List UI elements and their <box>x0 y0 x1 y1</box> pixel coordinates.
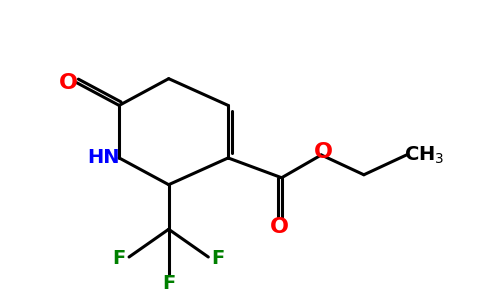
Text: F: F <box>162 274 175 293</box>
Text: O: O <box>59 73 78 93</box>
Text: HN: HN <box>87 148 120 167</box>
Text: F: F <box>112 250 126 268</box>
Text: O: O <box>270 217 289 237</box>
Text: O: O <box>314 142 333 162</box>
Text: F: F <box>212 250 225 268</box>
Text: CH$_3$: CH$_3$ <box>404 144 444 166</box>
